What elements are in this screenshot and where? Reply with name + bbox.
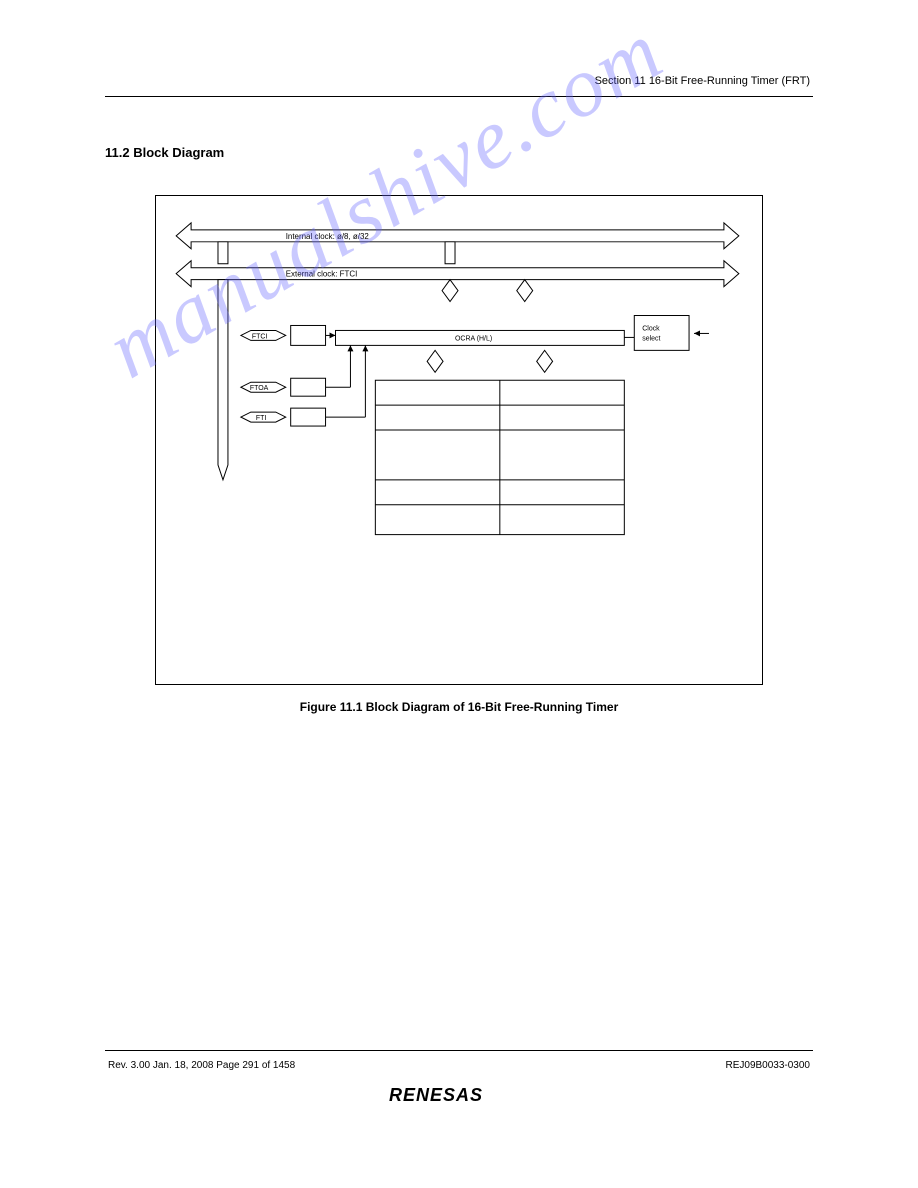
figure-container: Internal clock: ø/8, ø/32 External clock… xyxy=(155,195,763,685)
diamond-mid-2 xyxy=(537,350,553,372)
bus-arrow-external: External clock: FTCI xyxy=(176,261,739,287)
header-section-text: Section 11 16-Bit Free-Running Timer (FR… xyxy=(595,75,810,87)
diamond-connector-2 xyxy=(517,280,533,302)
fti-pin: FTI xyxy=(241,412,286,422)
bus-arrow-top: Internal clock: ø/8, ø/32 xyxy=(176,223,739,249)
ftoa-box xyxy=(291,378,326,396)
svg-text:select: select xyxy=(642,335,660,342)
svg-text:FTCI: FTCI xyxy=(252,333,268,340)
renesas-logo: RENESAS xyxy=(0,1085,918,1110)
svg-text:FTOA: FTOA xyxy=(250,385,269,392)
internal-clock-label: Internal clock: ø/8, ø/32 xyxy=(286,232,370,241)
clock-select-box-right xyxy=(634,316,689,351)
svg-text:FTI: FTI xyxy=(256,415,267,422)
connector-top-down-2 xyxy=(445,242,455,264)
external-clock-label: External clock: FTCI xyxy=(286,270,358,279)
fti-box xyxy=(291,408,326,426)
block-diagram-svg: Internal clock: ø/8, ø/32 External clock… xyxy=(156,196,762,684)
diamond-connector-1 xyxy=(442,280,458,302)
svg-text:Clock: Clock xyxy=(642,325,660,332)
page-container: Section 11 16-Bit Free-Running Timer (FR… xyxy=(0,0,918,1188)
ftci-pin: FTCI xyxy=(241,330,286,340)
vertical-bus-left xyxy=(218,280,228,480)
footer-rule xyxy=(105,1050,813,1051)
svg-text:OCRA (H/L): OCRA (H/L) xyxy=(455,335,492,342)
ftoa-pin: FTOA xyxy=(241,382,286,392)
diamond-mid-1 xyxy=(427,350,443,372)
figure-caption: Figure 11.1 Block Diagram of 16-Bit Free… xyxy=(0,700,918,714)
connector-top-down xyxy=(218,242,228,264)
footer-left: Rev. 3.00 Jan. 18, 2008 Page 291 of 1458 xyxy=(108,1060,295,1071)
header-rule xyxy=(105,96,813,97)
svg-text:RENESAS: RENESAS xyxy=(389,1085,483,1105)
section-title: 11.2 Block Diagram xyxy=(105,145,224,160)
clock-select-box-small xyxy=(291,325,326,345)
footer-right: REJ09B0033-0300 xyxy=(725,1060,810,1071)
